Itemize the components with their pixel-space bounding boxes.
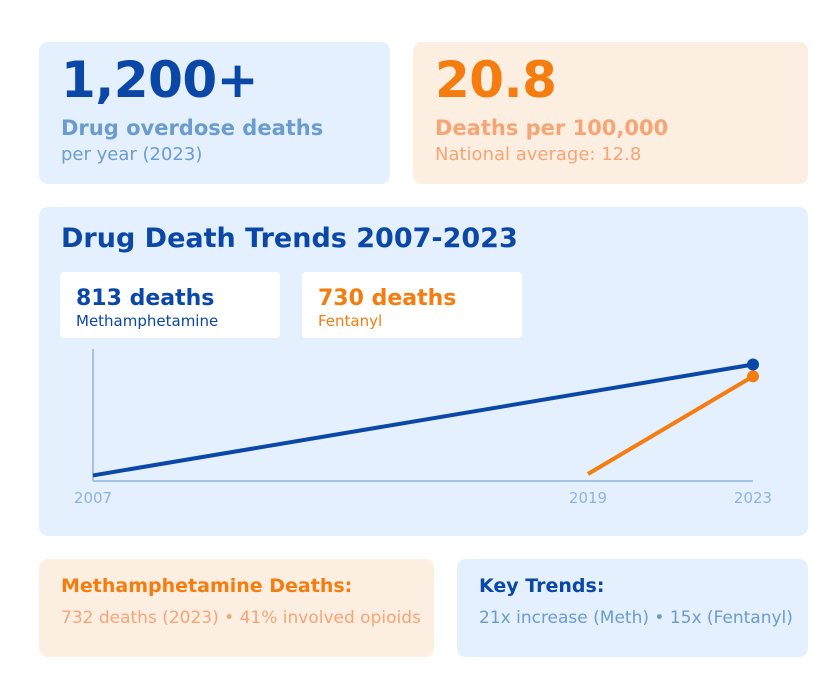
x-tick-label-2019: 2019 [569, 489, 607, 507]
overdose-deaths-card: 1,200+ Drug overdose deaths per year (20… [39, 42, 390, 184]
meth-deaths-card: Methamphetamine Deaths: 732 deaths (2023… [39, 559, 434, 657]
series-line-methamphetamine [92, 362, 754, 478]
overdose-deaths-label: Drug overdose deaths [61, 116, 324, 140]
meth-deaths-text: 732 deaths (2023) • 41% involved opioids [61, 608, 421, 628]
x-tick-label-2007: 2007 [74, 489, 112, 507]
national-average-text: National average: 12.8 [435, 144, 642, 165]
series-line-fentanyl [586, 374, 755, 476]
legend-methamphetamine: 813 deaths Methamphetamine [60, 272, 280, 338]
death-rate-label: Deaths per 100,000 [435, 116, 669, 140]
meth-deaths-title: Methamphetamine Deaths: [61, 575, 353, 597]
series-endpoint-fentanyl [747, 370, 759, 383]
legend-fentanyl-name: Fentanyl [318, 312, 383, 330]
key-trends-text: 21x increase (Meth) • 15x (Fentanyl) [479, 608, 793, 628]
chart-title: Drug Death Trends 2007-2023 [61, 223, 518, 254]
legend-meth-name: Methamphetamine [76, 312, 219, 330]
series-endpoint-methamphetamine [747, 358, 759, 371]
trend-line-chart: 2007 2019 2023 [74, 349, 772, 507]
key-trends-title: Key Trends: [479, 575, 605, 597]
overdose-deaths-value: 1,200+ [61, 51, 259, 109]
legend-fentanyl: 730 deaths Fentanyl [302, 272, 522, 338]
legend-fentanyl-value: 730 deaths [318, 286, 457, 311]
x-tick-label-2023: 2023 [734, 489, 772, 507]
key-trends-card: Key Trends: 21x increase (Meth) • 15x (F… [457, 559, 808, 657]
death-rate-card: 20.8 Deaths per 100,000 National average… [413, 42, 808, 184]
legend-meth-value: 813 deaths [76, 286, 215, 311]
trend-chart-card: Drug Death Trends 2007-2023 813 deaths M… [39, 207, 808, 536]
death-rate-value: 20.8 [435, 51, 557, 109]
overdose-deaths-subtitle: per year (2023) [61, 144, 203, 165]
